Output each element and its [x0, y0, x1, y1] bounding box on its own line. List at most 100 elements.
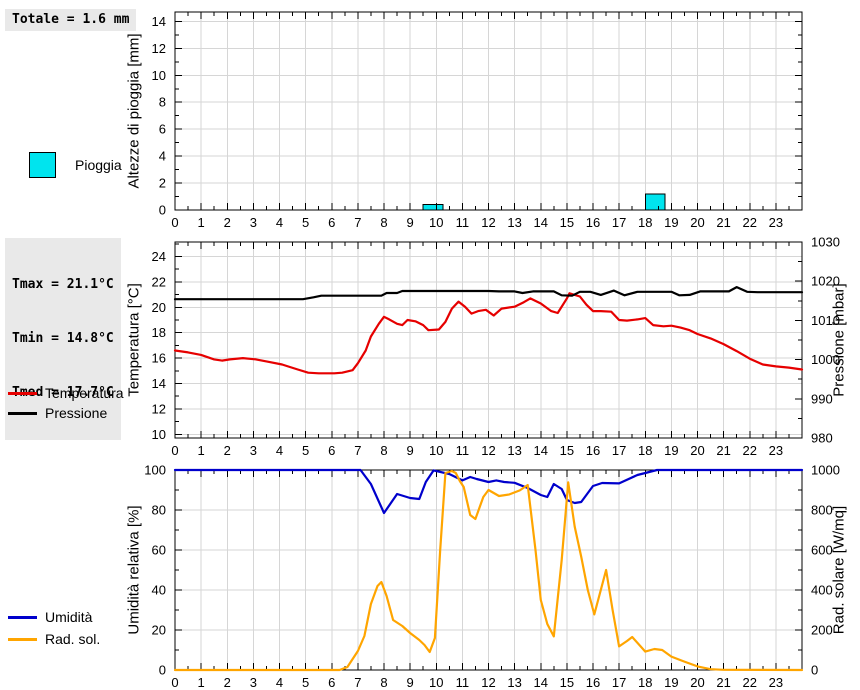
x-tick-label: 10	[429, 215, 443, 230]
tmax-value: Tmax = 21.1°C	[12, 277, 114, 292]
umidit-line	[173, 468, 804, 515]
legend-label-rain: Pioggia	[75, 157, 122, 173]
humidity-solar-tick-labels: 0 1 2 3 4 5 6 7 8 9 10 11 12 13 14 15 16 17 18 19 20 21 22 2302…	[144, 463, 840, 690]
y-right-tick-label: 1000	[811, 352, 840, 367]
y-right-tick-label: 600	[811, 543, 833, 558]
y-right-tick-label: 400	[811, 583, 833, 598]
y-left-tick-label: 14	[152, 376, 166, 391]
solar-y-axis-title: Rad. solare [W/mq]	[830, 505, 848, 635]
temperature-pressure-plot: 0 1 2 3 4 5 6 7 8 9 10 11 12 13 14 15 16 17 18 19 20 21 22 2310…	[152, 235, 840, 459]
x-tick-label: 8	[380, 215, 387, 230]
temperature-pressure-grid	[175, 242, 802, 438]
y-left-tick-label: 16	[152, 351, 166, 366]
rain-y-axis-title: Altezze di pioggia [mm]	[125, 33, 143, 189]
rain-axes	[174, 11, 803, 211]
humidity-solar-grid	[175, 470, 802, 670]
x-tick-label: 9	[407, 443, 414, 458]
y-left-tick-label: 20	[152, 300, 166, 315]
y-left-tick-label: 14	[152, 14, 166, 29]
y-right-tick-label: 980	[811, 431, 833, 446]
x-tick-label: 21	[716, 443, 730, 458]
rain-tick-labels: 0 1 2 3 4 5 6 7 8 9 10 11 12 13 14 15 16 17 18 19 20 21 22 2302…	[152, 14, 784, 230]
solar-swatch	[8, 637, 37, 641]
y-left-tick-label: 0	[159, 663, 166, 678]
x-tick-label: 13	[507, 443, 521, 458]
legend-item-rain: Pioggia	[29, 152, 122, 178]
x-tick-label: 13	[507, 675, 521, 690]
x-tick-label: 0	[171, 215, 178, 230]
y-right-tick-label: 1010	[811, 313, 840, 328]
x-tick-label: 17	[612, 443, 626, 458]
x-tick-label: 16	[586, 443, 600, 458]
y-left-tick-label: 80	[152, 503, 166, 518]
rain-swatch	[29, 152, 56, 178]
y-left-tick-label: 100	[144, 463, 166, 478]
x-tick-label: 10	[429, 675, 443, 690]
y-left-tick-label: 12	[152, 41, 166, 56]
humidity-y-axis-title: Umidità relativa [%]	[125, 505, 143, 635]
x-tick-label: 1	[198, 215, 205, 230]
legend-item-humidity: Umidità	[8, 607, 92, 627]
legend-label-solar: Rad. sol.	[45, 631, 101, 647]
x-tick-label: 18	[638, 675, 652, 690]
x-tick-label: 2	[224, 675, 231, 690]
humidity-solar-plot: 0 1 2 3 4 5 6 7 8 9 10 11 12 13 14 15 16 17 18 19 20 21 22 2302…	[144, 463, 840, 690]
y-left-tick-label: 24	[152, 249, 166, 264]
x-tick-label: 13	[507, 215, 521, 230]
x-tick-label: 2	[224, 443, 231, 458]
temperature-stats-annotation: Tmax = 21.1°C Tmin = 14.8°C Tmed = 17.7°…	[5, 238, 121, 440]
temperature-pressure-tick-labels: 0 1 2 3 4 5 6 7 8 9 10 11 12 13 14 15 16 17 18 19 20 21 22 2310…	[152, 235, 840, 459]
rain-total-annotation: Totale = 1.6 mm	[5, 9, 137, 31]
x-tick-label: 19	[664, 215, 678, 230]
x-tick-label: 9	[407, 215, 414, 230]
y-left-tick-label: 0	[159, 203, 166, 218]
y-right-tick-label: 990	[811, 391, 833, 406]
pressure-y-axis-title: Pressione [mbar]	[830, 283, 848, 397]
x-tick-label: 23	[769, 443, 783, 458]
x-tick-label: 3	[250, 675, 257, 690]
pressione-line	[173, 286, 804, 301]
x-tick-label: 18	[638, 443, 652, 458]
y-left-tick-label: 60	[152, 543, 166, 558]
x-tick-label: 6	[328, 675, 335, 690]
x-tick-label: 23	[769, 675, 783, 690]
x-tick-label: 14	[534, 675, 548, 690]
x-tick-label: 20	[690, 443, 704, 458]
y-right-tick-label: 1020	[811, 274, 840, 289]
y-left-tick-label: 20	[152, 623, 166, 638]
x-tick-label: 22	[743, 675, 757, 690]
y-right-tick-label: 1000	[811, 463, 840, 478]
legend-label-humidity: Umidità	[45, 609, 93, 625]
x-tick-label: 7	[354, 675, 361, 690]
x-tick-label: 12	[481, 443, 495, 458]
x-tick-label: 15	[560, 675, 574, 690]
x-tick-label: 12	[481, 215, 495, 230]
x-tick-label: 7	[354, 443, 361, 458]
temperature-pressure-axes	[174, 241, 803, 439]
y-left-tick-label: 12	[152, 401, 166, 416]
rain-bar	[422, 204, 444, 211]
x-tick-label: 3	[250, 215, 257, 230]
y-left-tick-label: 10	[152, 68, 166, 83]
x-tick-label: 0	[171, 675, 178, 690]
y-left-tick-label: 4	[159, 149, 166, 164]
y-left-tick-label: 22	[152, 274, 166, 289]
x-tick-label: 4	[276, 675, 283, 690]
x-tick-label: 8	[380, 443, 387, 458]
x-tick-label: 21	[716, 675, 730, 690]
x-tick-label: 15	[560, 443, 574, 458]
y-right-tick-label: 0	[811, 663, 818, 678]
legend-item-pressure: Pressione	[8, 403, 107, 423]
rain-bars	[422, 193, 666, 211]
x-tick-label: 5	[302, 675, 309, 690]
x-tick-label: 3	[250, 443, 257, 458]
rain-plot: 0 1 2 3 4 5 6 7 8 9 10 11 12 13 14 15 16 17 18 19 20 21 22 2302…	[152, 11, 803, 230]
y-left-tick-label: 8	[159, 95, 166, 110]
legend-item-temperature: Temperatura	[8, 383, 124, 403]
x-tick-label: 16	[586, 215, 600, 230]
y-right-tick-label: 800	[811, 503, 833, 518]
x-tick-label: 11	[456, 443, 470, 458]
x-tick-label: 6	[328, 215, 335, 230]
